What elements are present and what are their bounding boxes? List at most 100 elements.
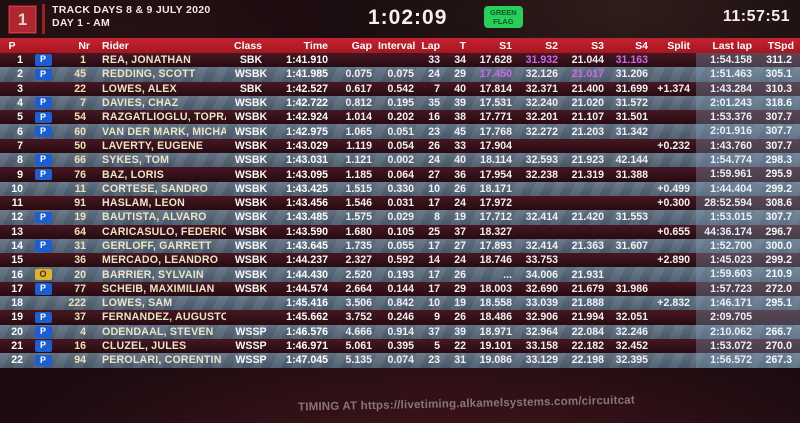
- last-lap: 2:01.916: [696, 124, 758, 139]
- best-lap-time: 1:43.031: [286, 154, 328, 167]
- col-t: T: [459, 39, 466, 52]
- rider-number: 37: [74, 311, 86, 324]
- interval: 0.914: [387, 325, 414, 338]
- status-badge-letter: P: [34, 68, 52, 81]
- best-lap-time: 1:43.645: [286, 240, 328, 252]
- table-row: 2 P 45 REDDING, SCOTT WSBK 1:41.985 0.07…: [0, 67, 800, 82]
- best-lap-time: 1:45.662: [286, 311, 328, 324]
- rider-number: 11: [74, 182, 86, 195]
- sector-4: 42.144: [615, 154, 648, 167]
- top-speed: 305.1: [758, 67, 800, 82]
- interval: 0.029: [387, 211, 414, 224]
- last-lap: 1:59.961: [696, 167, 758, 182]
- gap: 5.061: [345, 340, 372, 353]
- split: +0.499: [657, 182, 690, 195]
- rider-number: 77: [74, 282, 86, 295]
- sector-3: 21.931: [571, 268, 604, 281]
- col-s3: S3: [591, 39, 604, 52]
- class: SBK: [239, 54, 263, 67]
- class: WSBK: [234, 211, 268, 224]
- lap-count: 17: [428, 268, 440, 281]
- rider-name: CLUZEL, JULES: [102, 340, 187, 353]
- lap-count: 33: [428, 54, 440, 67]
- flag-label-line1: GREEN: [490, 8, 517, 17]
- status-badge-letter: P: [34, 125, 52, 138]
- sector-4: 31.553: [615, 211, 648, 224]
- sector-3: 22.198: [571, 354, 604, 367]
- interval: 0.002: [387, 154, 414, 167]
- best-lap-time: 1:44.430: [286, 268, 328, 281]
- event-number-box: 1: [8, 5, 37, 34]
- best-lap-time: 1:44.574: [286, 282, 328, 295]
- interval: 0.051: [387, 125, 414, 138]
- class: WSBK: [234, 197, 268, 210]
- table-row: 10 11 CORTESE, SANDRO WSBK 1:43.425 1.51…: [0, 181, 800, 196]
- gap: 3.506: [345, 297, 372, 310]
- total-laps: 29: [454, 68, 466, 81]
- best-lap-time: 1:43.095: [286, 168, 328, 181]
- position: 20: [11, 325, 23, 338]
- sector-4: 32.395: [615, 354, 648, 367]
- class: WSBK: [234, 139, 268, 152]
- sector-3: 21.888: [571, 297, 604, 310]
- best-lap-time: 1:42.924: [286, 111, 328, 124]
- best-lap-time: 1:45.416: [286, 297, 328, 310]
- last-lap: 1:53.376: [696, 110, 758, 125]
- sector-2: 32.126: [525, 68, 558, 81]
- last-lap: 1:45.023: [696, 253, 758, 268]
- status-badge-letter: P: [34, 111, 52, 124]
- best-lap-time: 1:42.722: [286, 97, 328, 110]
- gap: 1.575: [345, 211, 372, 224]
- rider-number: 36: [74, 254, 86, 267]
- sector-2: 32.238: [525, 168, 558, 181]
- interval: 0.144: [387, 282, 414, 295]
- position: 14: [11, 240, 23, 252]
- table-row: 5 P 54 RAZGATLIOGLU, TOPRAK WSBK 1:42.92…: [0, 110, 800, 125]
- top-speed: 307.7: [758, 210, 800, 225]
- livetiming-url-ticker: TIMING AT https://livetiming.alkamelsyst…: [297, 394, 635, 414]
- col-number: Nr: [78, 39, 90, 52]
- best-lap-time: 1:42.527: [286, 82, 328, 95]
- col-interval: Interval: [378, 39, 416, 52]
- status-badge: P: [30, 125, 56, 138]
- rider-number: 4: [80, 325, 86, 338]
- gap: 4.666: [345, 325, 372, 338]
- top-speed: [758, 310, 800, 325]
- top-speed: 311.2: [758, 53, 800, 68]
- status-badge-letter: P: [34, 154, 52, 166]
- top-speed: 310.3: [758, 81, 800, 96]
- best-lap-time: 1:41.910: [286, 54, 328, 67]
- gap: 2.327: [345, 254, 372, 267]
- table-row: 11 91 HASLAM, LEON WSBK 1:43.456 1.546 0…: [0, 195, 800, 211]
- top-speed: 300.0: [758, 238, 800, 254]
- rider-number: 76: [74, 168, 86, 181]
- total-laps: 40: [454, 82, 466, 95]
- top-speed: 296.7: [758, 224, 800, 239]
- sector-1: 17.712: [479, 211, 512, 224]
- total-laps: 31: [454, 354, 466, 367]
- rider-name: HASLAM, LEON: [102, 197, 186, 210]
- sector-3: 21.107: [571, 111, 604, 124]
- best-lap-time: 1:44.237: [286, 254, 328, 267]
- sector-1: ...: [503, 268, 512, 281]
- green-flag-badge: GREEN FLAG: [484, 6, 523, 28]
- lap-count: 25: [428, 225, 440, 238]
- best-lap-time: 1:46.971: [286, 340, 328, 353]
- table-row: 16 O 20 BARRIER, SYLVAIN WSBK 1:44.430 2…: [0, 267, 800, 282]
- position: 9: [17, 168, 23, 181]
- status-badge-letter: P: [34, 168, 52, 181]
- rider-name: RAZGATLIOGLU, TOPRAK: [102, 111, 226, 124]
- sector-4: 32.051: [615, 311, 648, 324]
- last-lap: 2:10.062: [696, 324, 758, 339]
- sector-1: 18.327: [479, 225, 512, 238]
- sector-2: 32.906: [525, 311, 558, 324]
- table-row: 1 P 1 REA, JONATHAN SBK 1:41.910 33 34 1…: [0, 53, 800, 68]
- rider-name: PEROLARI, CORENTIN: [102, 354, 222, 367]
- interval: 0.246: [387, 311, 414, 324]
- rider-number: 7: [80, 97, 86, 110]
- rider-number: 1: [80, 54, 86, 67]
- sector-2: 32.593: [525, 154, 558, 167]
- top-speed: 307.7: [758, 110, 800, 125]
- rider-name: DAVIES, CHAZ: [102, 97, 179, 110]
- sector-2: 32.371: [525, 82, 558, 95]
